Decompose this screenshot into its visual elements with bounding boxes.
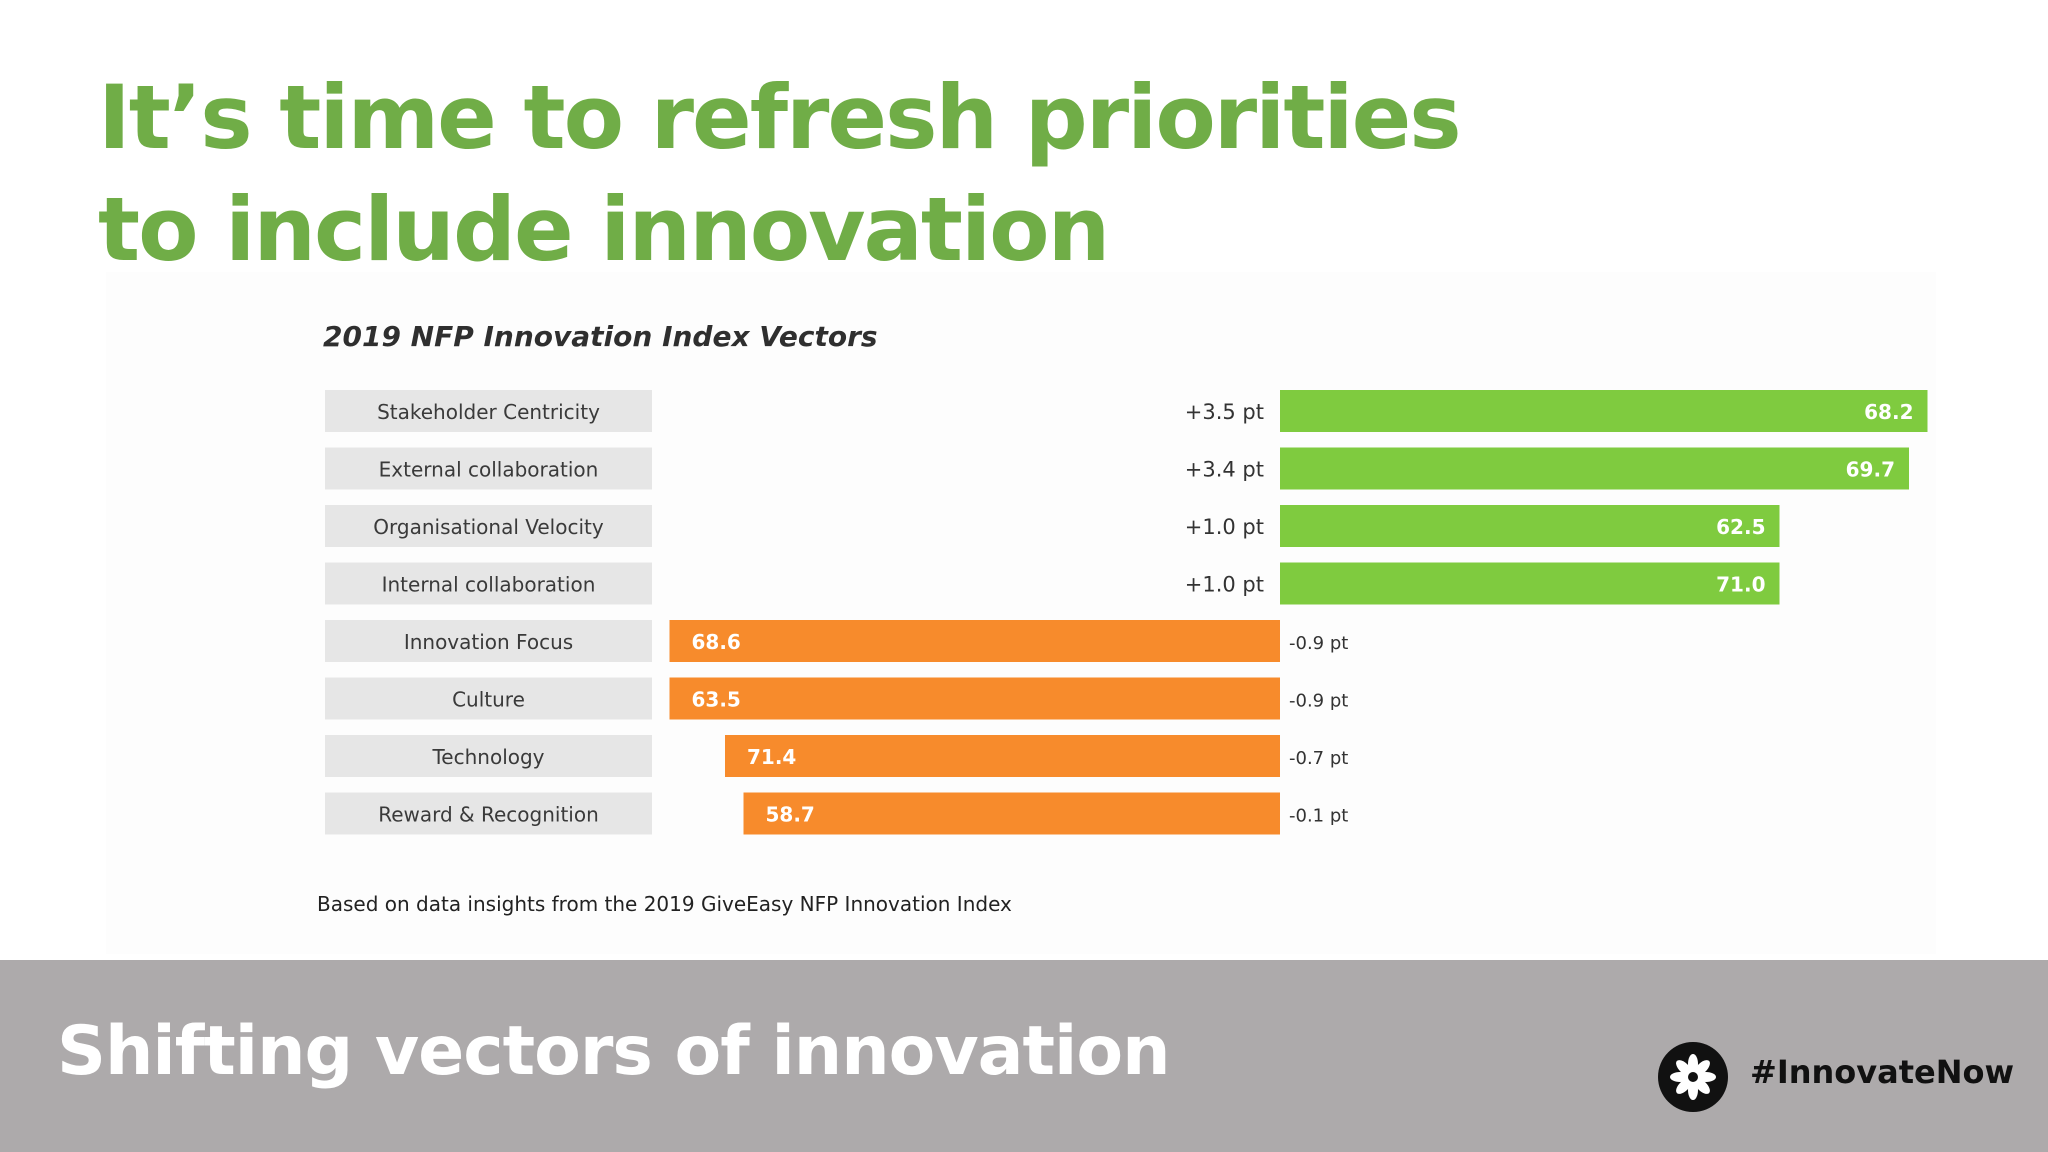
category-label-box — [325, 562, 652, 605]
negative-bar — [669, 677, 1280, 720]
category-label: Technology — [431, 745, 544, 769]
category-label: Culture — [452, 688, 525, 712]
change-label: +1.0 pt — [1185, 573, 1264, 597]
positive-bar — [1280, 390, 1928, 432]
bar-value-label: 58.7 — [766, 803, 815, 827]
headline: It’s time to refresh priorities to inclu… — [98, 62, 1462, 286]
category-label: Innovation Focus — [404, 630, 573, 654]
category-label-box — [325, 677, 652, 720]
footer-title: Shifting vectors of innovation — [57, 1012, 1170, 1091]
footnote: Based on data insights from the 2019 Giv… — [317, 892, 1012, 916]
negative-bar — [743, 792, 1280, 835]
change-label: +3.5 pt — [1185, 400, 1264, 424]
chart-title: 2019 NFP Innovation Index Vectors — [323, 320, 878, 353]
change-label: -0.9 pt — [1289, 691, 1348, 712]
change-label: +3.4 pt — [1185, 458, 1264, 482]
change-label: +1.0 pt — [1185, 515, 1264, 539]
flower-icon — [1658, 1042, 1728, 1112]
category-label-box — [325, 447, 652, 490]
category-label: External collaboration — [379, 458, 599, 482]
positive-bar — [1280, 505, 1780, 547]
bar-value-label: 71.0 — [1716, 573, 1765, 597]
category-label-box — [325, 505, 652, 547]
positive-bar — [1280, 447, 1909, 490]
negative-bar — [725, 735, 1280, 777]
change-label: -0.7 pt — [1289, 748, 1348, 769]
positive-bar — [1280, 562, 1780, 605]
headline-line-2: to include innovation — [98, 178, 1110, 281]
hashtag: #InnovateNow — [1750, 1053, 2015, 1091]
category-label-box — [325, 735, 652, 777]
bar-value-label: 63.5 — [692, 688, 741, 712]
chart-panel — [106, 272, 1936, 954]
category-label-box — [325, 390, 652, 432]
bar-value-label: 68.2 — [1864, 400, 1913, 424]
negative-bar — [669, 620, 1280, 662]
category-label: Reward & Recognition — [378, 803, 599, 827]
category-label: Organisational Velocity — [373, 515, 604, 539]
change-label: -0.1 pt — [1289, 806, 1348, 827]
category-label: Stakeholder Centricity — [377, 400, 600, 424]
bar-value-label: 71.4 — [747, 745, 796, 769]
bar-value-label: 69.7 — [1846, 458, 1895, 482]
category-label: Internal collaboration — [382, 573, 596, 597]
bar-value-label: 62.5 — [1716, 515, 1765, 539]
change-label: -0.9 pt — [1289, 633, 1348, 654]
diverging-bar-chart: Stakeholder Centricity 68.2 +3.5 pt Externa… — [325, 390, 1928, 835]
category-label-box — [325, 792, 652, 835]
bar-value-label: 68.6 — [692, 630, 741, 654]
headline-line-1: It’s time to refresh priorities — [98, 66, 1462, 169]
category-label-box — [325, 620, 652, 662]
